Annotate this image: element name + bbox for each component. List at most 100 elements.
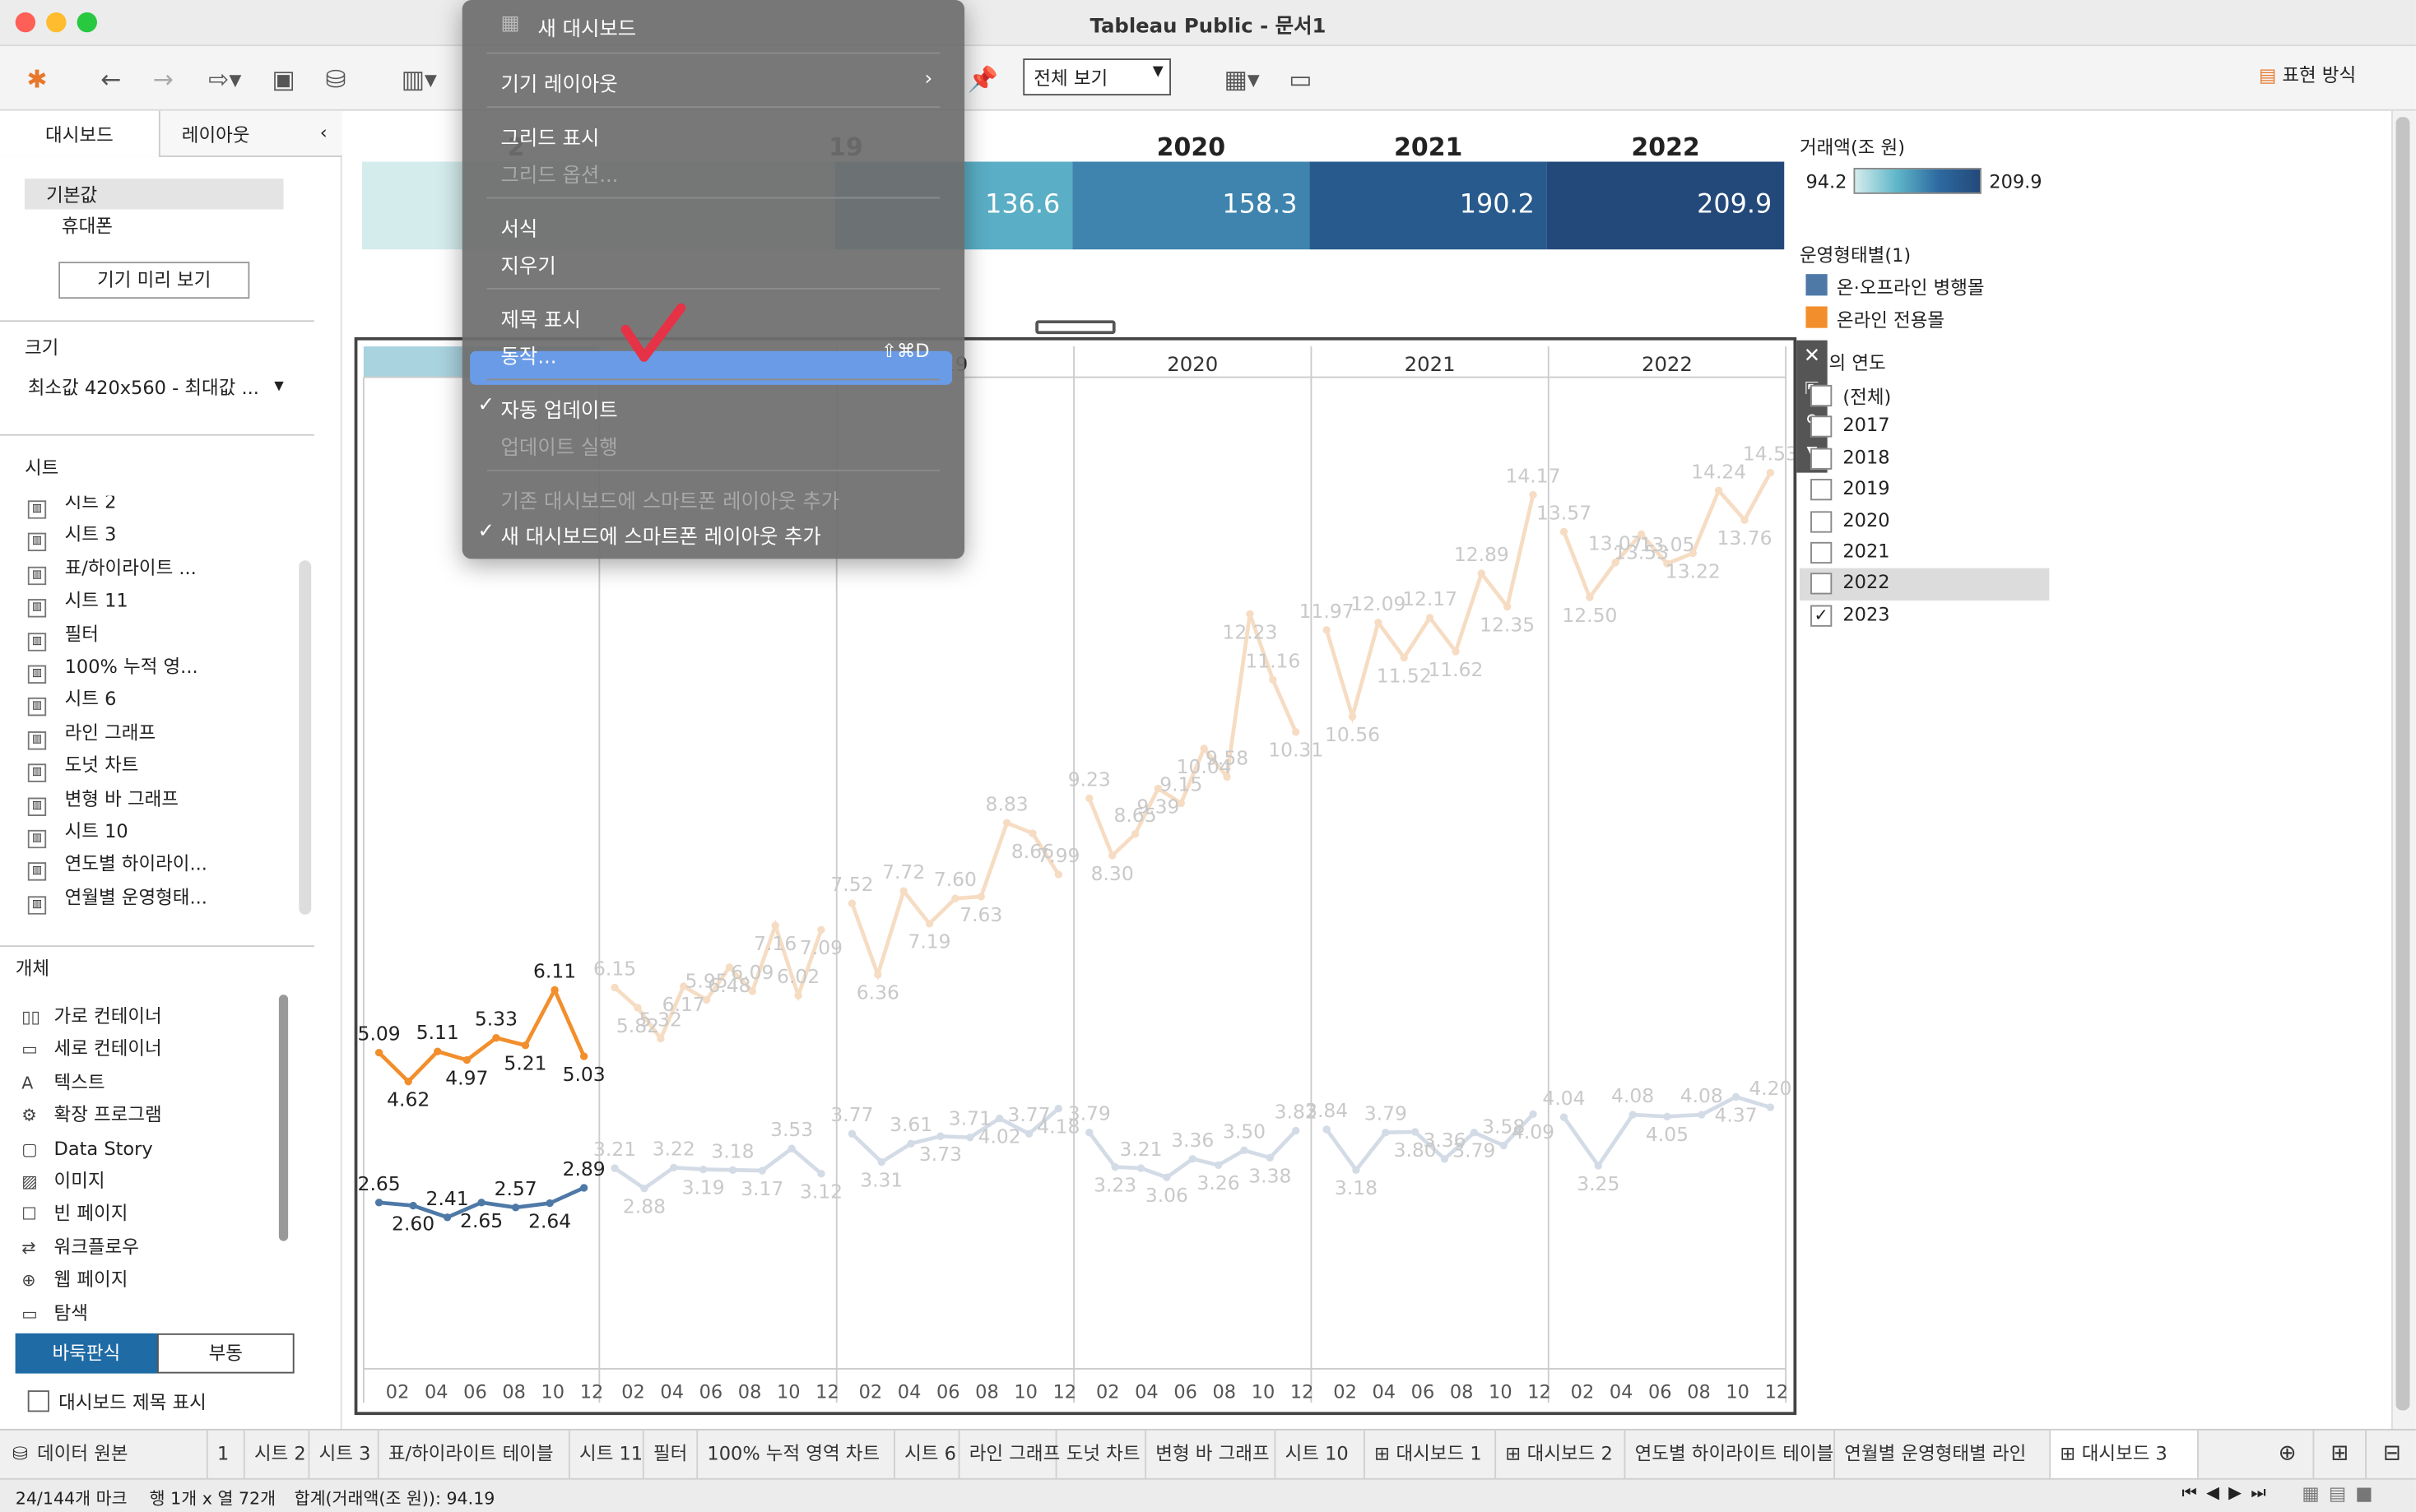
forward-arrow-icon[interactable]: → (152, 63, 174, 94)
device-default[interactable]: 기본값 (24, 179, 284, 210)
pin-icon[interactable]: 📌 (967, 63, 999, 94)
sheet-item[interactable]: ▥ 시트 10 (27, 816, 290, 849)
sheet-tab[interactable]: 시트 2 (245, 1430, 310, 1480)
sheet-tab[interactable]: ⛁ 데이터 원본 (0, 1430, 208, 1480)
sheet-tab[interactable]: 필터 (644, 1430, 699, 1480)
object-item[interactable]: A 텍스트 (21, 1067, 105, 1100)
sheet-tab[interactable]: 도넛 차트 (1057, 1430, 1147, 1480)
year-checkbox[interactable] (1810, 573, 1833, 596)
year-checkbox[interactable] (1810, 541, 1833, 564)
sheet-tab[interactable]: 시트 3 (309, 1430, 379, 1480)
year-checkbox[interactable] (1810, 479, 1833, 501)
sheet-tab[interactable]: ⊞ 대시보드 3 (2051, 1430, 2199, 1480)
show-me-button[interactable]: ▤ 표현 방식 (2258, 64, 2357, 86)
sheet-tab[interactable]: 시트 6 (895, 1430, 960, 1480)
sheet-tab[interactable]: ⊞ 대시보드 1 (1365, 1430, 1497, 1480)
object-item[interactable]: ☐ 빈 페이지 (21, 1199, 128, 1231)
sheet-item[interactable]: ▥ 시트 2 (27, 496, 290, 520)
year-checkbox[interactable] (1810, 416, 1833, 438)
back-arrow-icon[interactable]: ← (100, 63, 122, 94)
year-filter-label[interactable]: (전체) (1842, 386, 1892, 409)
heatmap-cell[interactable]: 209.9 (1546, 161, 1785, 250)
menu-actions[interactable]: 동작... (500, 346, 557, 370)
sheet-item[interactable]: ▥ 필터 (27, 619, 290, 652)
minimize-window-button[interactable] (46, 12, 67, 33)
sheet-tab[interactable]: 연월별 운영형태별 라인 (1835, 1430, 2051, 1480)
sheet-item[interactable]: ▥ 시트 6 (27, 684, 290, 717)
menu-new-dashboard[interactable]: 새 대시보드 (537, 18, 637, 42)
year-filter-label[interactable]: 2020 (1842, 508, 1890, 531)
year-filter-label[interactable]: 2021 (1842, 540, 1890, 563)
menu-add-phone-new[interactable]: 새 대시보드에 스마트폰 레이아웃 추가 (500, 526, 821, 550)
save-icon[interactable]: ▣ (272, 63, 295, 94)
year-filter-label[interactable]: 2022 (1842, 572, 1890, 594)
object-item[interactable]: ▢ Data Story (21, 1133, 152, 1166)
new-sheet-icon[interactable]: ⊕ (2262, 1430, 2315, 1480)
object-item[interactable]: ⇄ 워크플로우 (21, 1231, 139, 1264)
sheet-tab[interactable]: ⊞ 대시보드 2 (1496, 1430, 1626, 1480)
object-item[interactable]: ⚙ 확장 프로그램 (21, 1100, 162, 1133)
tableau-logo-icon[interactable]: ✱ (26, 63, 48, 94)
zoom-window-button[interactable] (77, 12, 97, 33)
sheet-tab[interactable]: 시트 10 (1275, 1430, 1365, 1480)
menu-clear[interactable]: 지우기 (500, 255, 556, 279)
remove-icon[interactable]: ✕ (1803, 345, 1821, 369)
sheet-navigation-icon[interactable]: ⏮◀▶⏭ (2181, 1482, 2276, 1503)
sheet-tab[interactable]: 100% 누적 영역 차트 (698, 1430, 895, 1480)
sheet-item[interactable]: ▥ 시트 11 (27, 586, 290, 619)
sheet-item[interactable]: ▥ 변형 바 그래프 (27, 783, 290, 816)
sheets-scrollbar[interactable] (299, 560, 312, 915)
menu-auto-update[interactable]: 자동 업데이트 (500, 400, 618, 424)
object-item[interactable]: ⊕ 웹 페이지 (21, 1264, 128, 1297)
type-legend-label[interactable]: 온·오프라인 병행몰 (1836, 276, 1985, 299)
menu-device-layout[interactable]: 기기 레이아웃 (500, 73, 618, 97)
object-item[interactable]: ▨ 이미지 (21, 1166, 105, 1199)
new-sheet-icon[interactable]: ▥▾ (401, 63, 437, 94)
sheet-item[interactable]: ▥ 라인 그래프 (27, 717, 290, 750)
year-filter-label[interactable]: 2019 (1842, 477, 1890, 499)
floating-toggle[interactable]: 부동 (156, 1333, 295, 1374)
show-cards-icon[interactable]: ▦▾ (1224, 63, 1260, 94)
heatmap-cell[interactable]: 158.3 (1072, 161, 1310, 250)
sheet-item[interactable]: ▥ 도넛 차트 (27, 750, 290, 783)
device-phone[interactable]: 휴대폰 (61, 216, 113, 238)
heatmap-cell[interactable]: 190.2 (1309, 161, 1547, 250)
sheet-item[interactable]: ▥ 100% 누적 영... (27, 652, 290, 684)
year-filter-label[interactable]: 2017 (1842, 415, 1890, 437)
tab-dashboard[interactable]: 대시보드 (0, 110, 160, 157)
tiled-toggle[interactable]: 바둑판식 (15, 1333, 157, 1374)
menu-show-title[interactable]: 제목 표시 (500, 309, 581, 333)
add-datasource-icon[interactable]: ⛁ (325, 63, 346, 94)
sheet-item[interactable]: ▥ 시트 3 (27, 519, 290, 552)
year-checkbox[interactable] (1810, 384, 1833, 407)
view-select[interactable]: 전체 보기 ▼ (1023, 58, 1172, 96)
year-checkbox[interactable]: ✓ (1810, 605, 1833, 627)
object-item[interactable]: ▯▯ 가로 컨테이너 (21, 1001, 162, 1034)
sheet-tab[interactable]: 표/하이라이트 테이블 (379, 1430, 570, 1480)
object-item[interactable]: ▭ 탐색 (21, 1297, 88, 1330)
show-title-checkbox[interactable] (27, 1390, 49, 1412)
size-select[interactable]: 최소값 420x560 - 최대값 ... (27, 377, 259, 399)
sheet-tab[interactable]: 연도별 하이라이트 테이블 (1625, 1430, 1836, 1480)
close-window-button[interactable] (15, 12, 36, 33)
new-story-icon[interactable]: ⊟ (2367, 1431, 2416, 1480)
sheet-tab[interactable]: 변형 바 그래프 (1146, 1430, 1276, 1480)
year-checkbox[interactable] (1810, 510, 1833, 532)
sheet-item[interactable]: ▥ 연도별 하이라이... (27, 849, 290, 882)
year-checkbox[interactable] (1810, 448, 1833, 470)
tab-layout[interactable]: 레이아웃 (181, 124, 250, 146)
sheet-tab[interactable]: 1 (208, 1430, 245, 1480)
menu-format[interactable]: 서식 (500, 218, 538, 242)
year-filter-label[interactable]: 2018 (1842, 446, 1890, 468)
year-filter-label[interactable]: 2023 (1842, 603, 1890, 625)
resize-handle[interactable] (1035, 320, 1116, 335)
new-dashboard-icon[interactable]: ⊞ (2314, 1430, 2367, 1480)
sheet-item[interactable]: ▥ 표/하이라이트 ... (27, 553, 290, 586)
view-mode-icon[interactable]: ▦▤■ (2302, 1482, 2382, 1505)
type-legend-label[interactable]: 온라인 전용몰 (1836, 309, 1945, 332)
sheet-tab[interactable]: 시트 11 (570, 1430, 644, 1480)
objects-scrollbar[interactable] (278, 995, 289, 1241)
object-item[interactable]: ▭ 세로 컨테이너 (21, 1034, 162, 1067)
menu-show-grid[interactable]: 그리드 표시 (500, 128, 600, 151)
sheet-tab[interactable]: 라인 그래프 (960, 1430, 1060, 1480)
